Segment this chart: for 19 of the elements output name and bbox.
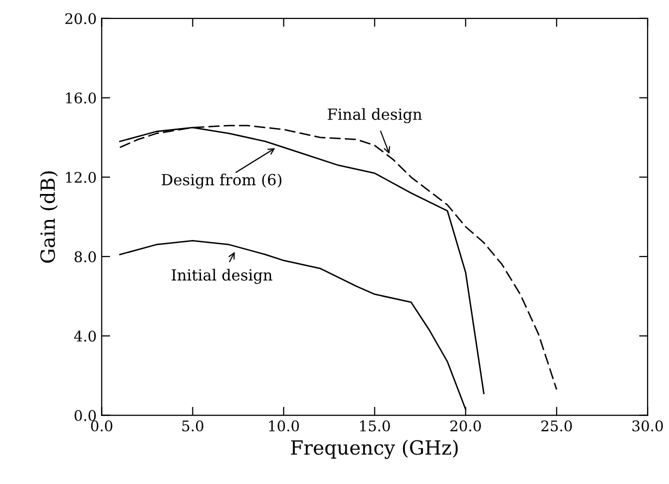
y-tick-label: 20.0 [65,13,96,24]
annotation: Initial design [172,268,272,284]
y-tick-label: 0.0 [74,410,96,422]
y-tick-label: 16.0 [66,92,96,104]
y-tick-label: 8.0 [74,251,96,262]
y-axis-title: Gain (dB) [40,171,58,263]
annotation: Final design [328,108,422,124]
x-tick-label: 15.0 [360,420,390,432]
x-tick-label: 30.0 [632,420,663,432]
y-tick-label: 12.0 [66,172,96,183]
y-tick-label: 4.0 [74,330,96,342]
line-series [119,124,558,390]
x-tick-label: 0.0 [91,420,112,432]
x-axis-title: Frequency (GHz) [291,440,458,459]
x-tick-label: 20.0 [450,420,481,432]
x-tick-label: 10.0 [269,420,299,432]
x-tick-label: 5.0 [182,420,204,432]
x-tick-label: 25.0 [541,420,572,432]
annotation: Design from (6) [162,174,282,189]
